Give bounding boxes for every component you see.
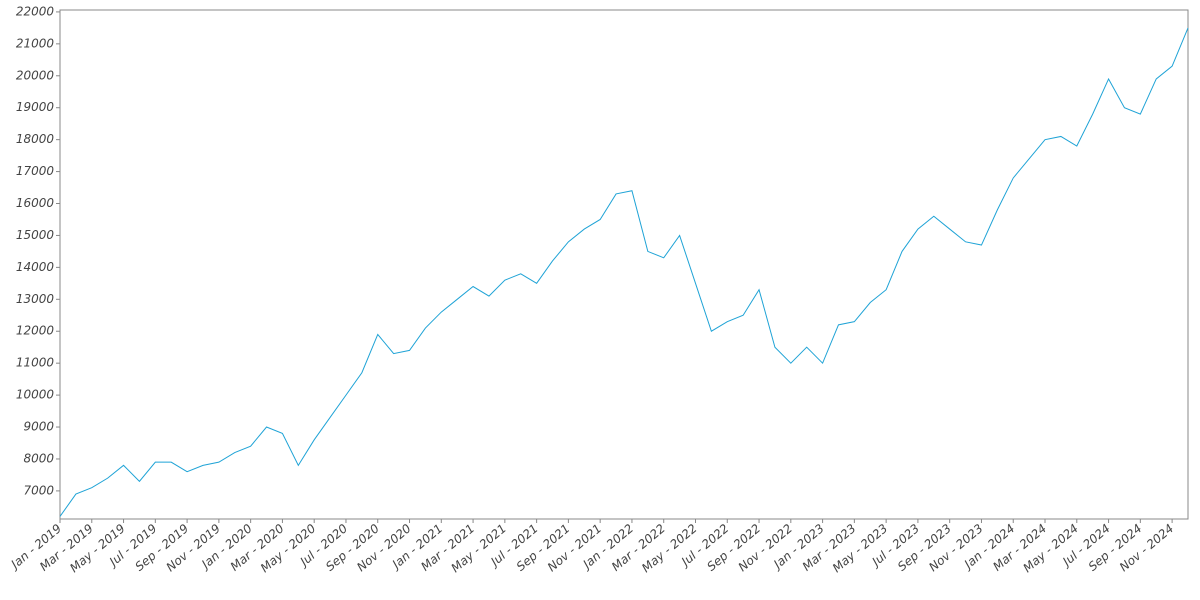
y-tick-label: 7000 — [23, 483, 54, 497]
y-tick-label: 10000 — [16, 388, 55, 402]
y-tick-label: 9000 — [23, 420, 54, 434]
y-tick-label: 21000 — [16, 36, 55, 50]
y-tick-label: 16000 — [16, 196, 55, 210]
y-tick-label: 19000 — [16, 100, 55, 114]
y-tick-label: 11000 — [16, 356, 55, 370]
y-tick-label: 12000 — [16, 324, 55, 338]
y-tick-label: 17000 — [16, 164, 55, 178]
plot-frame — [59, 9, 1189, 520]
y-tick-label: 22000 — [16, 4, 55, 18]
y-tick-label: 20000 — [16, 68, 55, 82]
line-series — [59, 27, 1189, 517]
y-tick-label: 13000 — [16, 292, 55, 306]
y-tick-label: 15000 — [16, 228, 55, 242]
y-tick-label: 8000 — [23, 451, 54, 465]
y-tick-label: 14000 — [16, 260, 55, 274]
y-tick-label: 18000 — [16, 132, 55, 146]
